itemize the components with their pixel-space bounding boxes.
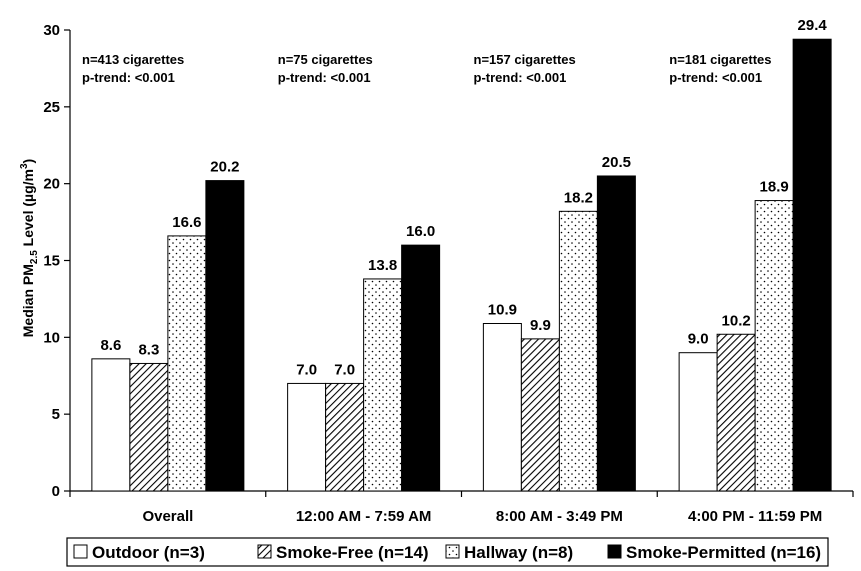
y-tick-label: 20 [43, 176, 60, 193]
data-label: 13.8 [368, 257, 397, 274]
y-tick-label: 25 [43, 99, 60, 116]
y-axis-label: Median PM2.5 Level (µg/m3) [19, 159, 40, 337]
data-label: 18.2 [564, 189, 593, 206]
bar [596, 175, 636, 492]
bar [482, 323, 522, 492]
data-label: 8.6 [100, 337, 121, 354]
data-label: 7.0 [296, 361, 317, 378]
data-label: 20.2 [210, 159, 239, 176]
data-label: 18.9 [760, 179, 789, 196]
bar [205, 180, 245, 492]
annotation-count: n=157 cigarettes [474, 52, 576, 67]
category-label: Overall [142, 508, 193, 525]
annotation-count: n=75 cigarettes [278, 52, 373, 67]
data-label: 10.2 [722, 312, 751, 329]
category-labels: Overall 12:00 AM - 7:59 AM 8:00 AM - 3:49 … [142, 508, 822, 525]
annotation-p-trend: p-trend: <0.001 [474, 70, 567, 85]
bar [678, 352, 718, 492]
legend-entry: Smoke-Permitted (n=16) [626, 543, 821, 562]
y-tick-label: 0 [52, 483, 60, 500]
y-tick-label: 30 [43, 22, 60, 39]
bar [363, 278, 403, 492]
bar [167, 235, 207, 492]
legend: Outdoor (n=3) Smoke-Free (n=14) Hallway (n… [66, 537, 829, 567]
data-label: 7.0 [334, 361, 355, 378]
legend-entry: Outdoor (n=3) [92, 543, 205, 562]
bar [91, 358, 131, 492]
bar [754, 200, 794, 492]
bar [558, 210, 598, 492]
bar [129, 362, 169, 492]
legend-entry: Hallway (n=8) [464, 543, 573, 562]
data-label: 10.9 [488, 302, 517, 319]
data-label: 8.3 [138, 341, 159, 358]
legend-entry: Smoke-Free (n=14) [276, 543, 429, 562]
y-tick-label: 5 [52, 406, 60, 423]
data-label: 9.9 [530, 317, 551, 334]
annotation-p-trend: p-trend: <0.001 [278, 70, 371, 85]
data-label: 29.4 [798, 17, 828, 34]
y-ticks: 0 5 10 15 20 25 30 [43, 22, 70, 500]
annotation-count: n=413 cigarettes [82, 52, 184, 67]
bar [287, 382, 327, 492]
legend-swatch [73, 544, 88, 559]
data-label: 16.6 [172, 214, 201, 231]
legend-swatch [257, 544, 272, 559]
category-label: 12:00 AM - 7:59 AM [296, 508, 432, 525]
bar [325, 382, 365, 492]
bar [520, 338, 560, 492]
annotation-count: n=181 cigarettes [669, 52, 771, 67]
data-labels: 8.6 8.3 16.6 20.2 7.0 7.0 13.8 16.0 10.9 9.9 18.2 2… [100, 17, 827, 378]
bar [401, 244, 441, 492]
y-tick-label: 15 [43, 253, 60, 270]
annotations: n=413 cigarettes p-trend: <0.001 n=75 ciga… [82, 52, 772, 85]
category-label: 4:00 PM - 11:59 PM [688, 508, 822, 525]
data-label: 16.0 [406, 223, 435, 240]
data-label: 20.5 [602, 154, 631, 171]
annotation-p-trend: p-trend: <0.001 [669, 70, 762, 85]
y-tick-label: 10 [43, 329, 60, 346]
annotation-p-trend: p-trend: <0.001 [82, 70, 175, 85]
data-label: 9.0 [688, 331, 709, 348]
category-label: 8:00 AM - 3:49 PM [496, 508, 623, 525]
bar [792, 38, 832, 492]
bar [716, 333, 756, 492]
bars [91, 38, 832, 492]
legend-swatch [445, 544, 460, 559]
legend-swatch [607, 544, 622, 559]
